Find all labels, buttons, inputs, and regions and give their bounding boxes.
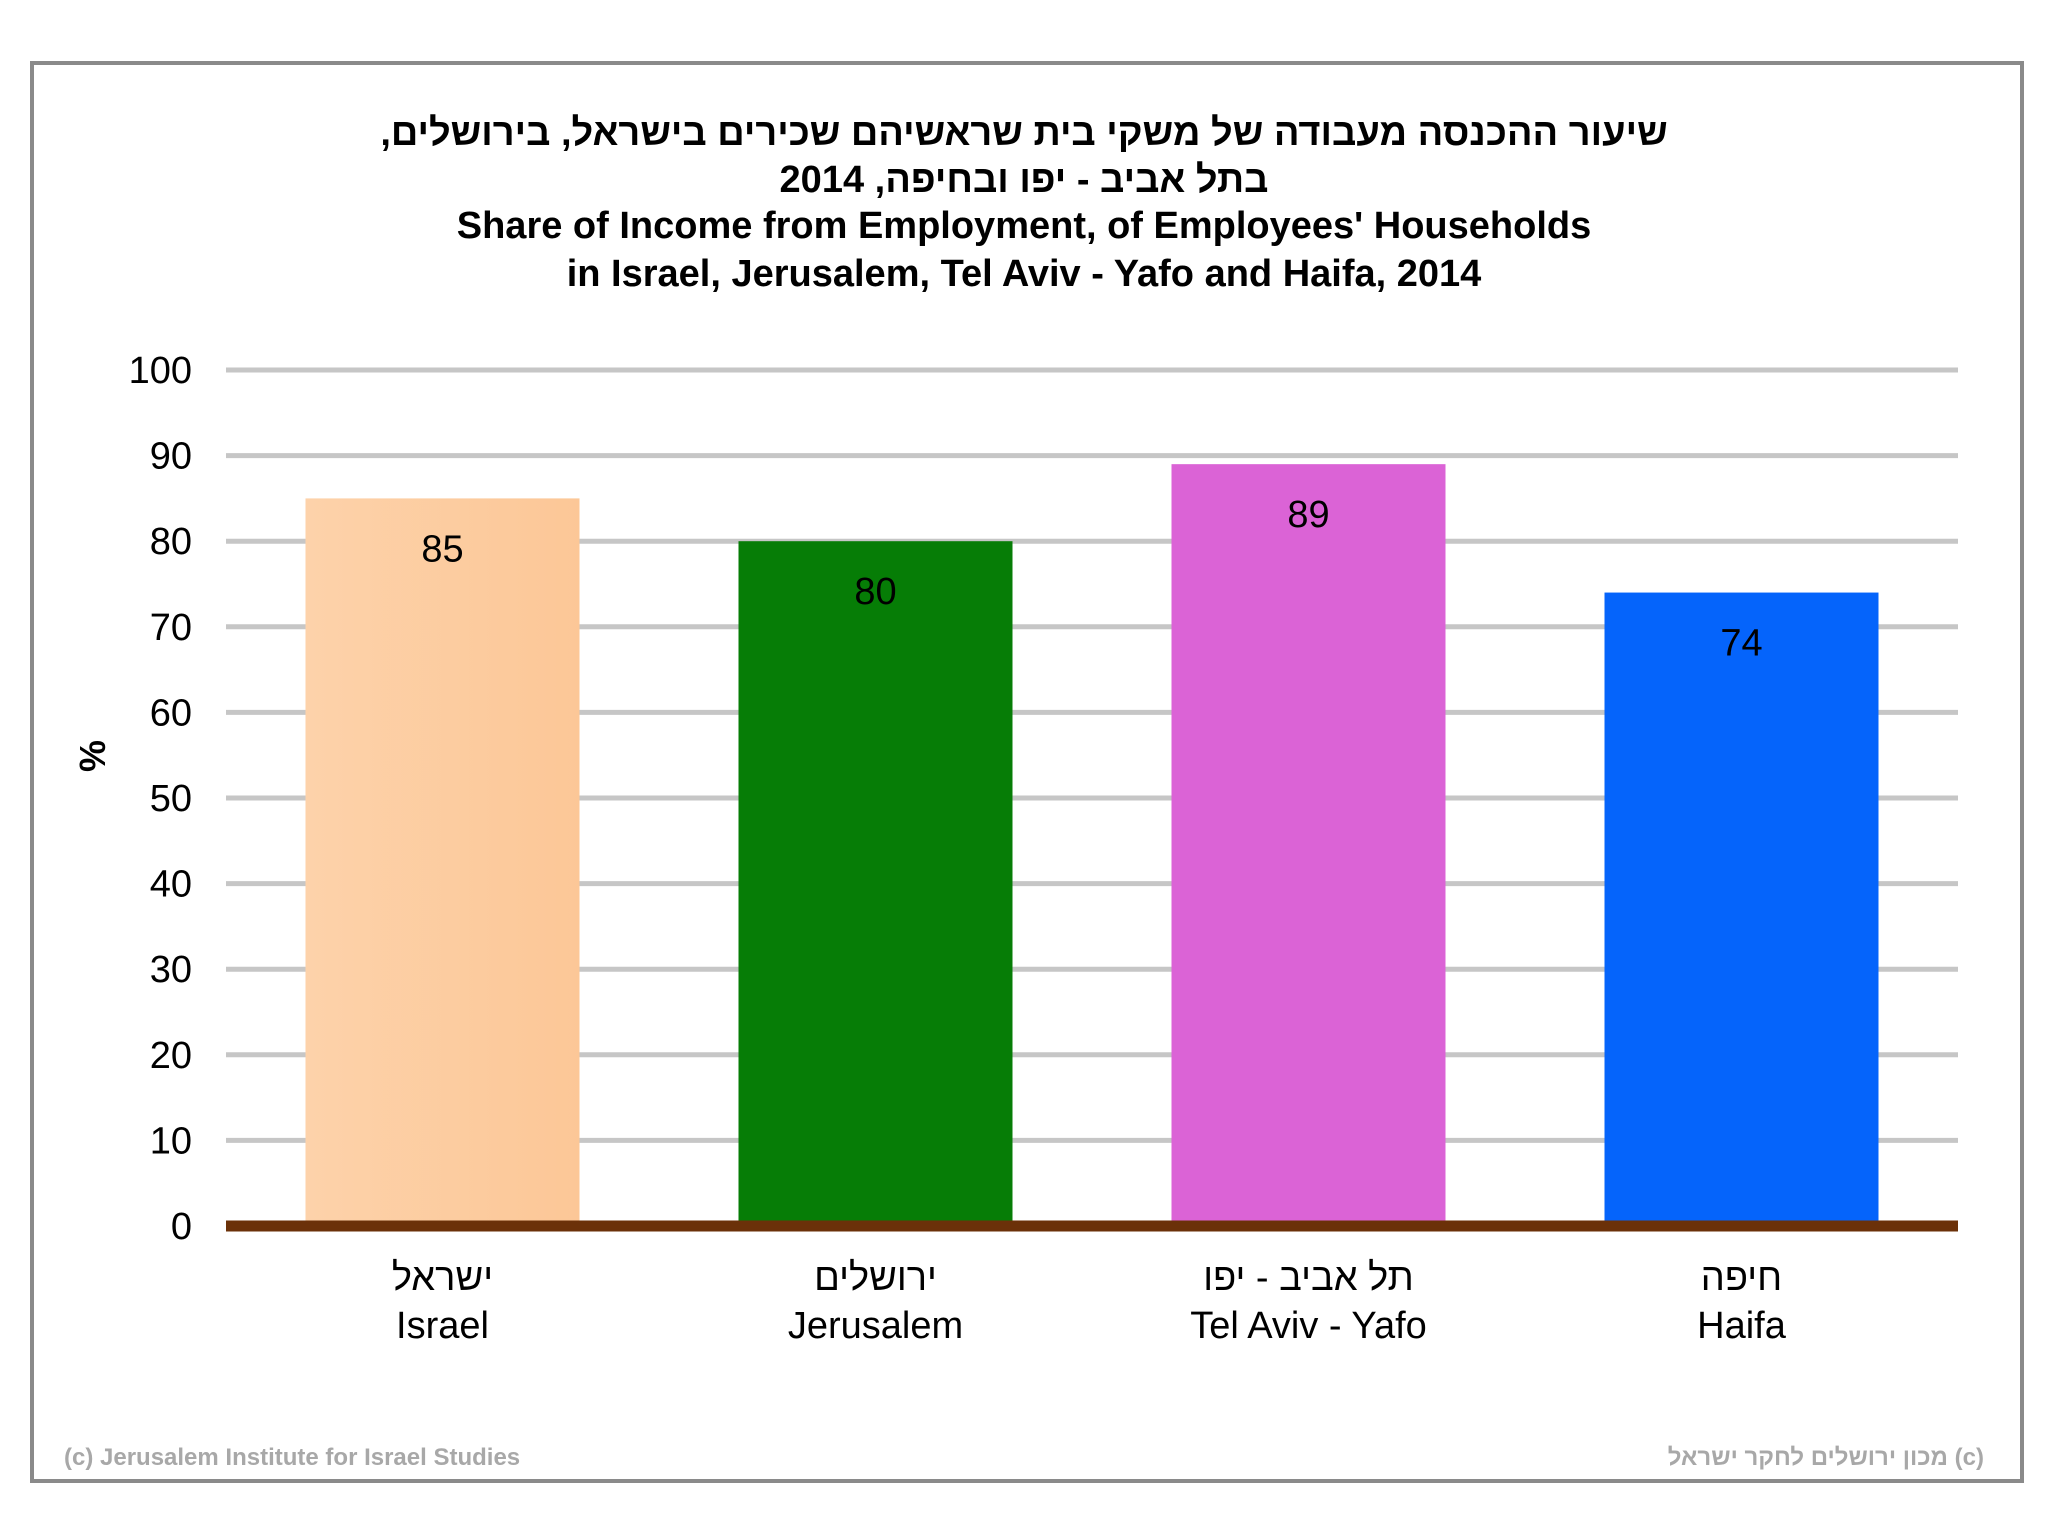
x-tick-label-hebrew: תל אביב - יפו [1203,1257,1414,1299]
y-tick-label: 50 [150,778,192,820]
x-tick-label-hebrew: ירושלים [814,1257,937,1299]
bar-value-label: 85 [421,528,463,570]
y-tick-label: 0 [171,1206,192,1248]
bar [738,541,1013,1226]
bar [1171,464,1446,1226]
x-tick-label-english: Haifa [1697,1305,1787,1347]
y-tick-label: 100 [129,350,192,392]
y-tick-label: 80 [150,521,192,563]
chart-title-english-line-1: Share of Income from Employment, of Empl… [456,205,1592,247]
x-tick-label-english: Jerusalem [788,1305,963,1347]
bar-value-label: 80 [854,571,896,613]
y-tick-label: 90 [150,436,192,478]
x-tick-label-hebrew: חיפה [1701,1257,1782,1299]
y-tick-label: 40 [150,864,192,906]
bar-value-label: 74 [1720,623,1762,665]
y-tick-label: 20 [150,1035,192,1077]
y-tick-label: 70 [150,607,192,649]
chart-title-hebrew-line-1: שיעור ההכנסה מעבודה של משקי בית שראשיהם … [380,112,1668,154]
x-tick-label-hebrew: ישראל [392,1257,493,1299]
x-tick-label-english: Israel [396,1305,489,1347]
chart-title-english-line-2: in Israel, Jerusalem, Tel Aviv - Yafo an… [566,253,1482,295]
y-tick-label: 60 [150,692,192,734]
chart-title-hebrew-line-2: בתל אביב - יפו ובחיפה, 2014 [779,159,1269,201]
bar-value-label: 89 [1287,494,1329,536]
footer-copyright-english: (c) Jerusalem Institute for Israel Studi… [64,1444,521,1471]
bar [305,498,580,1226]
y-tick-label: 10 [150,1120,192,1162]
footer-copyright-hebrew: (c) מכון ירושלים לחקר ישראל [1667,1444,1984,1471]
y-tick-label: 30 [150,949,192,991]
x-tick-label-english: Tel Aviv - Yafo [1190,1305,1427,1347]
bar [1604,592,1879,1226]
y-axis-label: % [72,740,113,772]
